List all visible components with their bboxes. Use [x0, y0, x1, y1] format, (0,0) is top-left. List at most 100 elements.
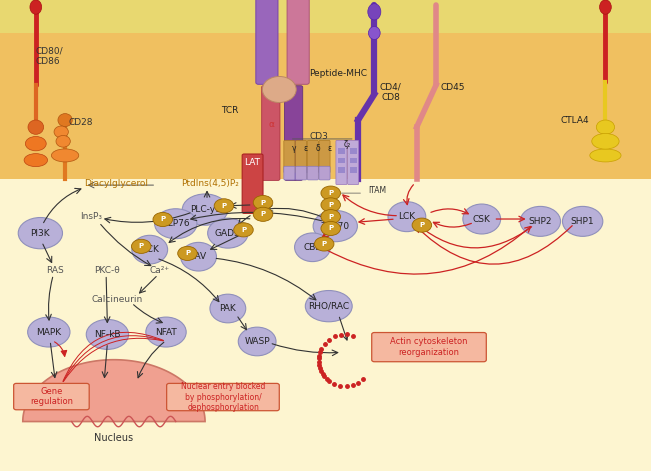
Ellipse shape: [596, 120, 615, 134]
FancyBboxPatch shape: [287, 0, 309, 84]
Text: P: P: [328, 202, 333, 208]
Ellipse shape: [30, 0, 42, 14]
Circle shape: [214, 199, 234, 213]
Circle shape: [321, 210, 340, 224]
Text: LAT: LAT: [245, 158, 260, 167]
FancyBboxPatch shape: [350, 158, 357, 163]
Text: ε: ε: [327, 144, 331, 153]
Ellipse shape: [51, 149, 79, 162]
Text: TCR: TCR: [221, 106, 239, 115]
Ellipse shape: [388, 202, 426, 232]
FancyBboxPatch shape: [319, 140, 330, 173]
Text: Gene
regulation: Gene regulation: [30, 387, 73, 406]
Text: P: P: [139, 244, 144, 249]
Circle shape: [412, 218, 432, 232]
Circle shape: [321, 186, 340, 200]
Text: WASP: WASP: [244, 337, 270, 346]
Ellipse shape: [86, 319, 129, 349]
FancyBboxPatch shape: [296, 166, 307, 180]
FancyBboxPatch shape: [14, 383, 89, 410]
Ellipse shape: [294, 233, 330, 261]
Text: CD28: CD28: [68, 118, 93, 127]
Ellipse shape: [238, 327, 276, 356]
Ellipse shape: [592, 133, 619, 149]
Ellipse shape: [210, 294, 246, 323]
Ellipse shape: [27, 317, 70, 347]
Text: CD80/
CD86: CD80/ CD86: [36, 47, 63, 66]
Circle shape: [321, 221, 340, 236]
Ellipse shape: [590, 149, 621, 162]
FancyBboxPatch shape: [348, 140, 359, 185]
Ellipse shape: [25, 137, 46, 151]
Text: NF-kB: NF-kB: [94, 330, 120, 339]
Text: CD3: CD3: [310, 132, 328, 141]
Text: ITAM: ITAM: [368, 186, 386, 195]
FancyBboxPatch shape: [350, 148, 357, 154]
Circle shape: [321, 198, 340, 212]
Ellipse shape: [181, 243, 216, 271]
Text: PtdIns(4,5)P₂: PtdIns(4,5)P₂: [181, 179, 238, 188]
FancyBboxPatch shape: [0, 0, 651, 33]
Text: ZAP70: ZAP70: [321, 221, 350, 231]
FancyBboxPatch shape: [262, 86, 280, 180]
Ellipse shape: [313, 211, 357, 242]
Circle shape: [153, 212, 173, 227]
Circle shape: [178, 246, 197, 260]
Text: Peptide-MHC: Peptide-MHC: [309, 68, 367, 78]
Text: δ: δ: [315, 144, 320, 153]
Ellipse shape: [182, 194, 228, 225]
Circle shape: [234, 223, 253, 237]
Ellipse shape: [600, 0, 611, 14]
Text: NCK: NCK: [141, 245, 159, 254]
Ellipse shape: [146, 317, 186, 347]
FancyBboxPatch shape: [338, 158, 345, 163]
FancyBboxPatch shape: [336, 140, 347, 185]
Ellipse shape: [305, 291, 352, 322]
Text: CSK: CSK: [473, 214, 491, 224]
Text: MAPK: MAPK: [36, 327, 61, 337]
Text: PLC-y1: PLC-y1: [189, 205, 221, 214]
Text: InsP₃: InsP₃: [80, 212, 102, 221]
FancyBboxPatch shape: [0, 179, 651, 471]
Text: P: P: [328, 190, 333, 196]
Text: P: P: [241, 227, 246, 233]
Text: Actin cytoskeleton
reorganization: Actin cytoskeleton reorganization: [390, 337, 468, 357]
Text: LCK: LCK: [398, 212, 415, 221]
Text: P: P: [260, 211, 266, 217]
Circle shape: [253, 207, 273, 221]
Ellipse shape: [368, 26, 380, 40]
Text: Ca²⁺: Ca²⁺: [150, 266, 169, 276]
Ellipse shape: [54, 126, 68, 138]
Ellipse shape: [24, 154, 48, 167]
Text: γ: γ: [292, 144, 296, 153]
Text: RHO/RAC: RHO/RAC: [308, 301, 350, 311]
FancyBboxPatch shape: [296, 140, 307, 173]
Text: P: P: [328, 226, 333, 231]
Ellipse shape: [155, 209, 197, 239]
Ellipse shape: [56, 136, 70, 147]
Text: P: P: [328, 214, 333, 219]
Text: PKC-θ: PKC-θ: [94, 266, 120, 276]
Text: Nuclear entry blocked
by phosphorylation/
dephosphorylation: Nuclear entry blocked by phosphorylation…: [181, 382, 266, 412]
FancyBboxPatch shape: [338, 167, 345, 173]
Text: CD4/
CD8: CD4/ CD8: [380, 82, 402, 102]
FancyBboxPatch shape: [0, 33, 651, 179]
Text: RAS: RAS: [46, 266, 64, 276]
Text: PI3K: PI3K: [31, 228, 50, 238]
Text: P: P: [185, 251, 190, 256]
Ellipse shape: [520, 206, 561, 236]
FancyBboxPatch shape: [319, 166, 330, 180]
Ellipse shape: [262, 76, 296, 103]
Text: ε: ε: [304, 144, 308, 153]
Text: Calcineurin: Calcineurin: [92, 294, 143, 304]
Circle shape: [132, 239, 151, 253]
Text: NFAT: NFAT: [155, 327, 177, 337]
FancyBboxPatch shape: [284, 140, 295, 173]
Text: CBL: CBL: [304, 243, 321, 252]
Text: SHP2: SHP2: [529, 217, 552, 226]
FancyBboxPatch shape: [256, 0, 278, 84]
Text: β: β: [290, 120, 296, 130]
Ellipse shape: [18, 218, 62, 249]
Text: CTLA4: CTLA4: [561, 115, 589, 125]
FancyBboxPatch shape: [307, 166, 318, 180]
